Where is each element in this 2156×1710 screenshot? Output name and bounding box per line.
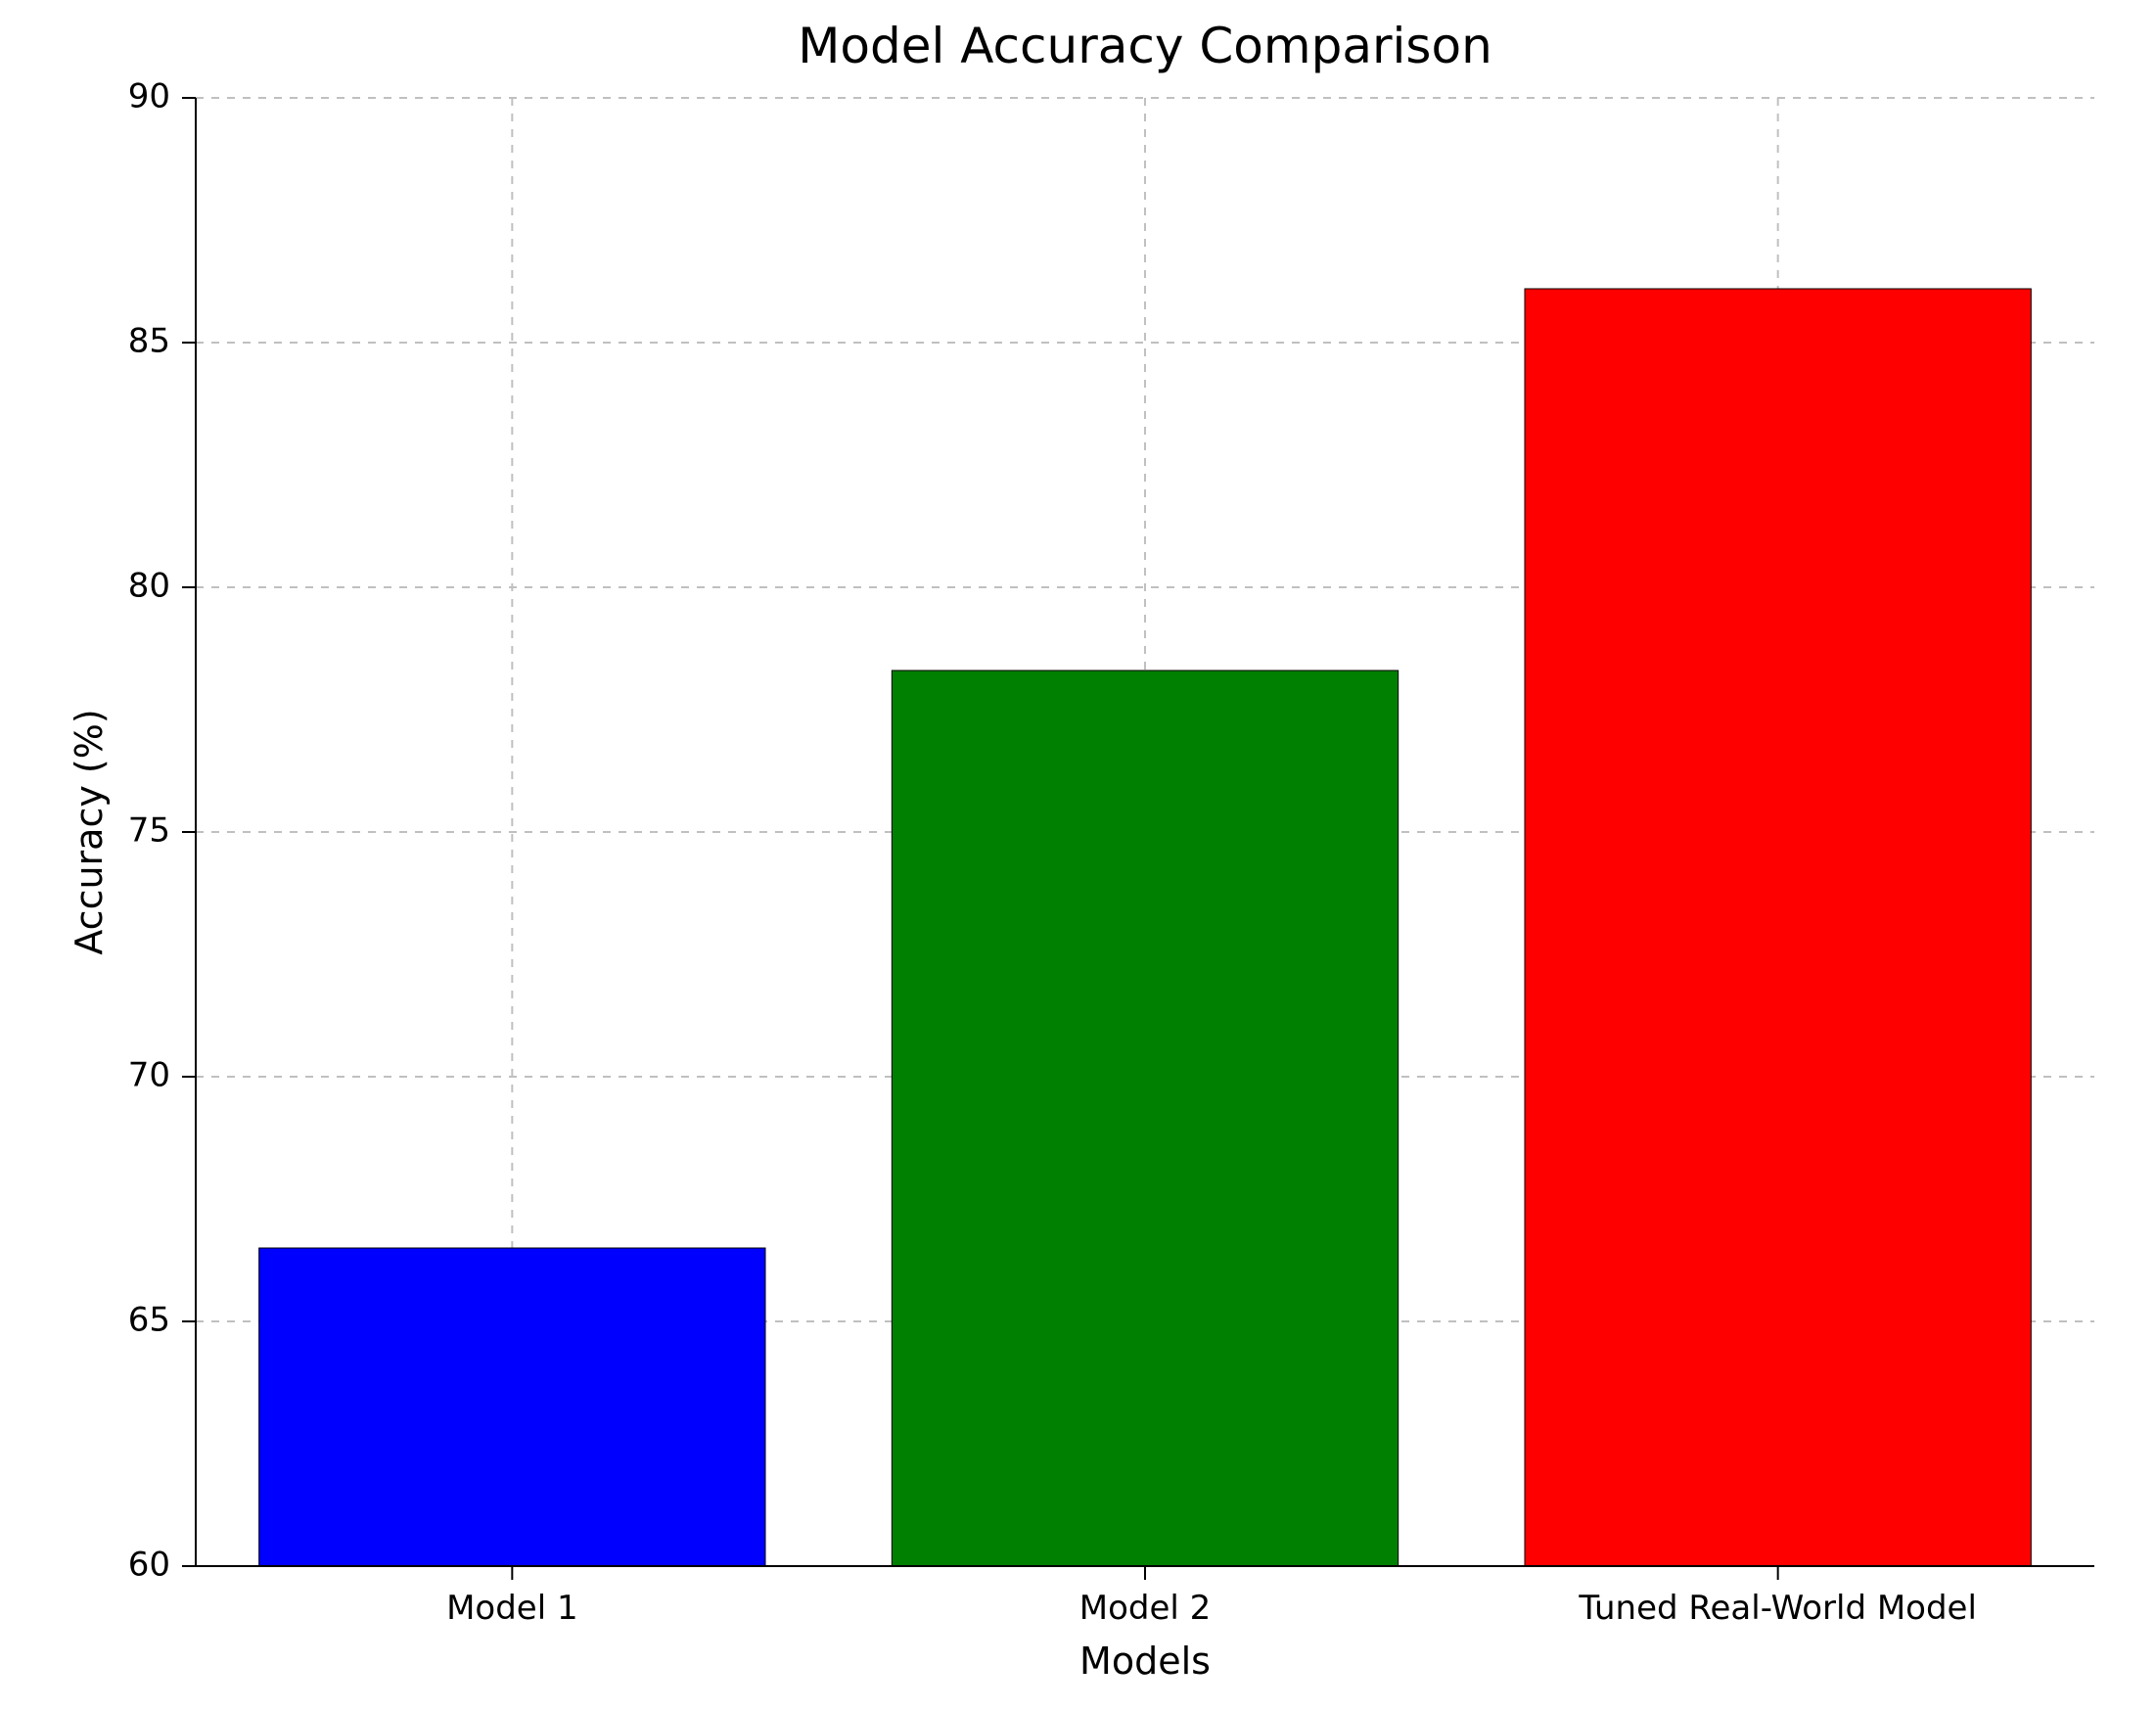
bar-chart: 60 65 70 75 80 85 90 Model 1 Model 2 Tuned Real-W… [0, 0, 2156, 1710]
x-axis-label: Models [1079, 1640, 1211, 1683]
y-tick-label: 65 [128, 1301, 170, 1340]
y-tick-label: 60 [128, 1546, 170, 1585]
y-tick-label: 75 [128, 811, 170, 851]
bar [259, 1248, 765, 1566]
x-tick-label: Tuned Real-World Model [1578, 1589, 1977, 1628]
y-tick-label: 85 [128, 322, 170, 361]
y-tick-label: 70 [128, 1056, 170, 1095]
y-axis-label: Accuracy (%) [68, 709, 111, 954]
y-tick-label: 80 [128, 567, 170, 606]
chart-container: 60 65 70 75 80 85 90 Model 1 Model 2 Tuned Real-W… [0, 0, 2156, 1710]
x-tick-label: Model 2 [1079, 1589, 1212, 1628]
bar [892, 670, 1398, 1566]
chart-title: Model Accuracy Comparison [798, 18, 1492, 74]
y-tick-label: 90 [128, 77, 170, 116]
bar [1525, 289, 2031, 1566]
x-tick-label: Model 1 [446, 1589, 578, 1628]
